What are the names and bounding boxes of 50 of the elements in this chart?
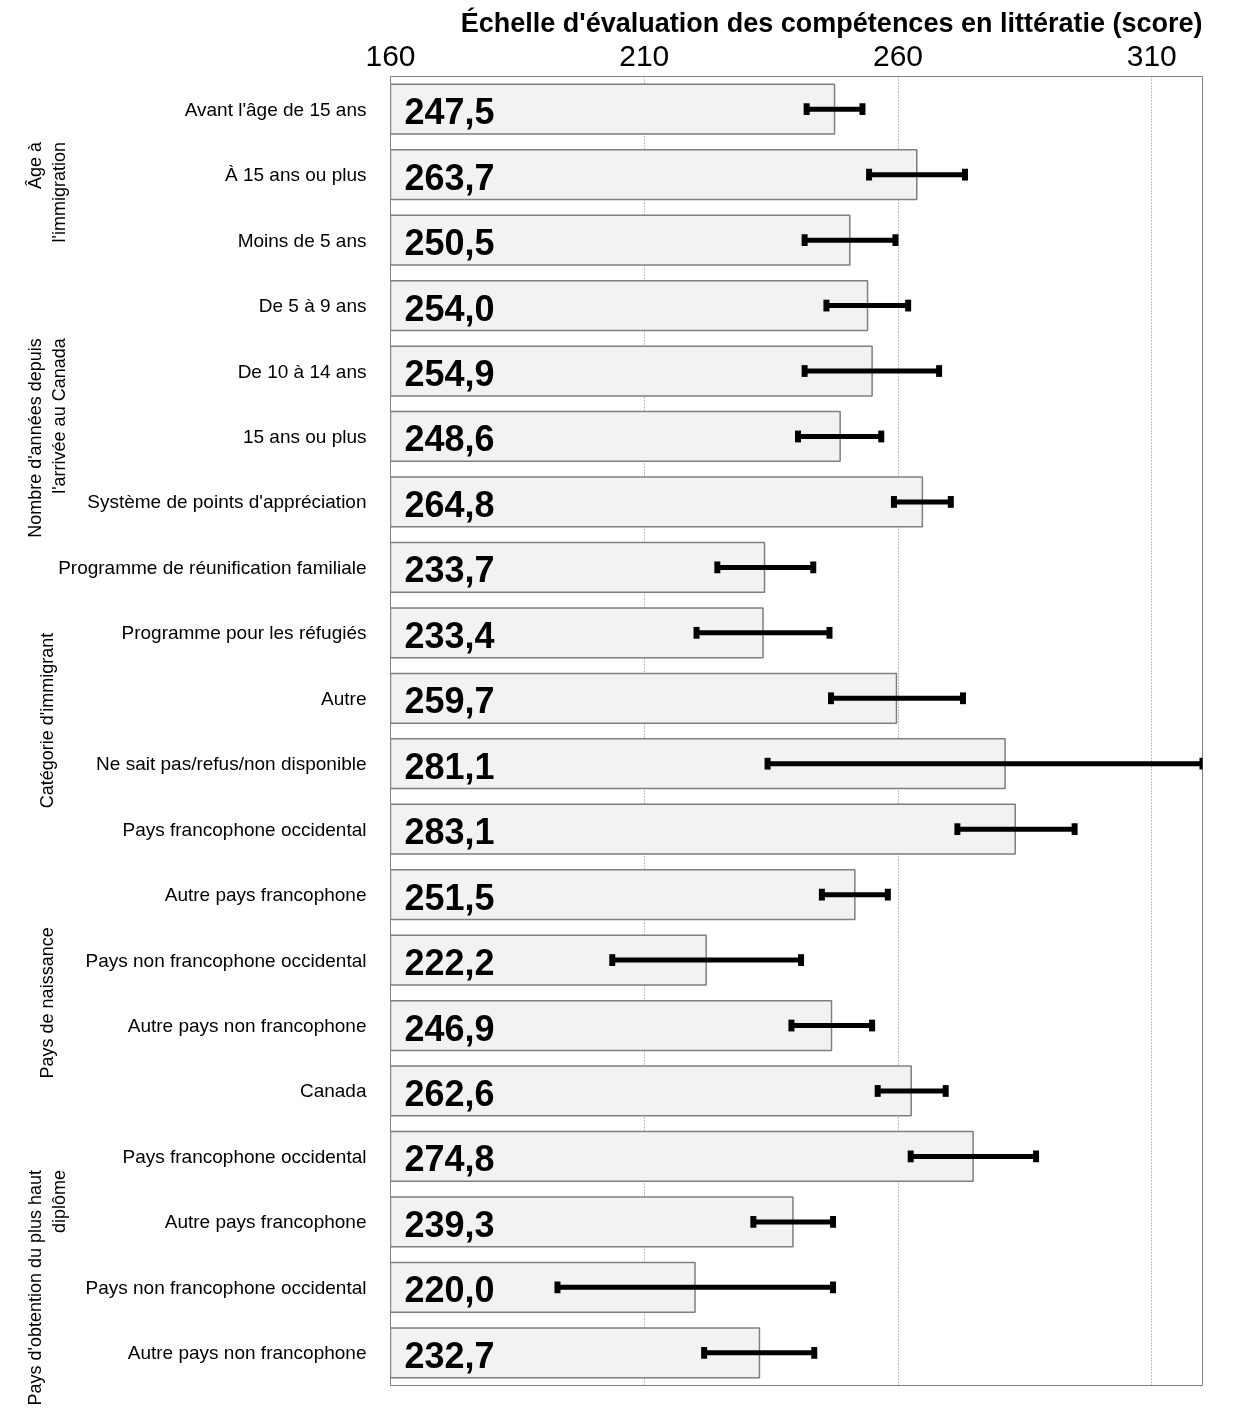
- y-tick-label: Pays francophone occidental: [122, 818, 367, 840]
- x-tick-label: 310: [1126, 38, 1177, 72]
- text: Pays d'obtention du plus haut diplôme: [25, 1169, 70, 1406]
- data-label: 274,8: [404, 1138, 495, 1180]
- data-label: 251,5: [404, 876, 495, 918]
- y-tick-label: De 10 à 14 ans: [237, 360, 367, 382]
- text: Âge à l'immigration: [25, 140, 70, 243]
- data-label: 233,4: [404, 614, 495, 656]
- data-label: 239,3: [404, 1203, 495, 1245]
- data-label: 259,7: [404, 680, 495, 722]
- y-tick-label: Avant l'âge de 15 ans: [184, 98, 367, 120]
- data-label: 263,7: [404, 156, 495, 198]
- y-tick-label: Système de points d'appréciation: [87, 491, 367, 513]
- data-label: 283,1: [404, 811, 495, 853]
- y-tick-label: Autre pays francophone: [164, 884, 367, 906]
- text: Nombre d'années depuis l'arrivée au Canada: [25, 337, 70, 538]
- text: Catégorie d'immigrant: [37, 632, 58, 809]
- data-label: 248,6: [404, 418, 495, 460]
- x-tick-label: 160: [365, 38, 416, 72]
- y-tick-label: Pays non francophone occidental: [85, 949, 367, 971]
- data-label: 247,5: [404, 91, 495, 133]
- y-tick-label: Autre pays non francophone: [127, 1015, 367, 1037]
- y-tick-label: Autre pays francophone: [164, 1211, 367, 1233]
- x-tick-label: 260: [872, 38, 924, 72]
- data-label: 246,9: [404, 1007, 495, 1049]
- chart-title: Échelle d'évaluation des compétences en littératie (score): [460, 6, 1203, 38]
- y-tick-label: Programme de réunification familiale: [58, 556, 367, 578]
- data-label: 222,2: [404, 942, 495, 984]
- data-label: 281,1: [404, 745, 495, 787]
- y-tick-label: 15 ans ou plus: [242, 425, 367, 447]
- y-tick-label: Ne sait pas/refus/non disponible: [96, 753, 367, 775]
- data-label: 220,0: [404, 1269, 495, 1311]
- y-tick-label: Pays non francophone occidental: [85, 1276, 367, 1298]
- y-tick-label: De 5 à 9 ans: [258, 295, 367, 317]
- x-tick-label: 210: [619, 38, 670, 72]
- y-tick-label: Pays francophone occidental: [122, 1145, 367, 1167]
- data-label: 233,7: [404, 549, 495, 591]
- data-label: 250,5: [404, 222, 495, 264]
- y-tick-label: Programme pour les réfugiés: [121, 622, 367, 644]
- data-label: 264,8: [404, 483, 495, 525]
- y-tick-label: Autre pays non francophone: [127, 1342, 367, 1364]
- y-tick-label: À 15 ans ou plus: [224, 164, 367, 186]
- data-label: 262,6: [404, 1072, 495, 1114]
- y-tick-label: Canada: [299, 1080, 367, 1102]
- data-label: 254,9: [404, 353, 495, 395]
- text: Pays de naissance: [37, 927, 58, 1079]
- y-tick-label: Moins de 5 ans: [237, 229, 367, 251]
- data-label: 254,0: [404, 287, 495, 329]
- data-label: 232,7: [404, 1334, 495, 1376]
- y-tick-label: Autre: [321, 687, 367, 709]
